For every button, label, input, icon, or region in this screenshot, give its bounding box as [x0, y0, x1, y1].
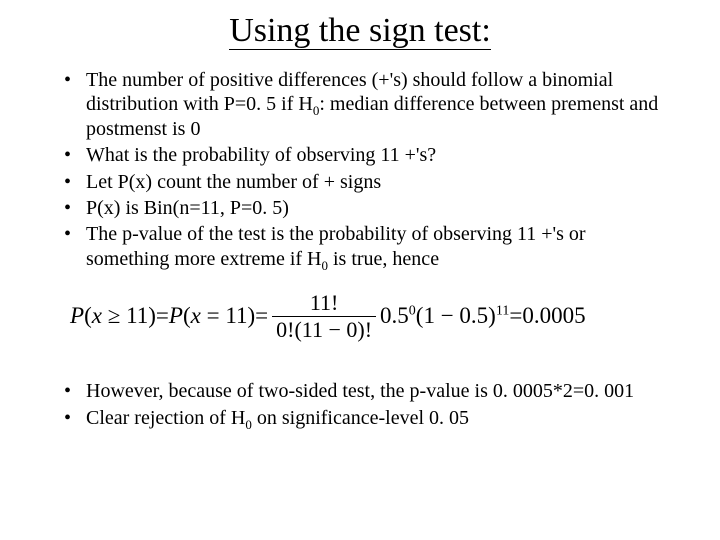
equation-block: P(x ≥ 11) = P(x = 11) = 11! 0!(11 − 0)! … [70, 285, 680, 347]
slide: Using the sign test: The number of posit… [0, 0, 720, 540]
eq-term1: 0.50 [380, 303, 416, 329]
eq-n: 11 [126, 303, 148, 328]
bullet-item: Let P(x) count the number of + signs [64, 170, 660, 194]
eq-mid: P(x = 11) [169, 303, 255, 329]
eq-paren: ( [84, 303, 92, 328]
equation-row: P(x ≥ 11) = P(x = 11) = 11! 0!(11 − 0)! … [70, 285, 680, 347]
bullet-item: However, because of two-sided test, the … [64, 379, 660, 403]
slide-title-text: Using the sign test: [229, 12, 491, 50]
bullet-text: What is the probability of observing 11 … [86, 144, 436, 166]
eq-p: P [169, 303, 183, 328]
bullet-item: Clear rejection of H0 on significance-le… [64, 406, 660, 430]
eq-term2: (1 − 0.5)11 [416, 303, 510, 329]
bullet-item: The number of positive differences (+'s)… [64, 68, 660, 141]
bullet-text: Clear rejection of H [86, 407, 245, 429]
eq-x: x [92, 303, 102, 328]
bullet-item: P(x) is Bin(n=11, P=0. 5) [64, 196, 660, 220]
spacer [40, 349, 680, 379]
eq-p: P [70, 303, 84, 328]
eq-eq: = [201, 303, 225, 328]
bullet-text: However, because of two-sided test, the … [86, 380, 634, 402]
bullet-item: The p-value of the test is the probabili… [64, 222, 660, 271]
bullet-text-tail: is true, hence [328, 248, 439, 270]
eq-n: 11 [225, 303, 247, 328]
eq-base: (1 − 0.5) [416, 303, 496, 328]
eq-lhs: P(x ≥ 11) [70, 303, 156, 329]
eq-paren: ) [247, 303, 255, 328]
eq-result: 0.0005 [522, 303, 585, 329]
bullet-text: P(x) is Bin(n=11, P=0. 5) [86, 197, 289, 219]
eq-frac-num: 11! [306, 290, 343, 315]
bullet-list-bottom: However, because of two-sided test, the … [40, 379, 680, 430]
eq-exp: 0 [409, 303, 416, 318]
bullet-list-top: The number of positive differences (+'s)… [40, 68, 680, 271]
bullet-text-tail: on significance-level 0. 05 [252, 407, 469, 429]
bullet-text: Let P(x) count the number of + signs [86, 171, 381, 193]
eq-equals: = [156, 303, 169, 329]
eq-paren: ( [183, 303, 191, 328]
eq-frac-den: 0!(11 − 0)! [272, 316, 376, 342]
eq-ge: ≥ [102, 303, 126, 328]
eq-fraction: 11! 0!(11 − 0)! [272, 290, 376, 342]
eq-exp: 11 [496, 303, 509, 318]
eq-base: 0.5 [380, 303, 409, 328]
bullet-item: What is the probability of observing 11 … [64, 143, 660, 167]
eq-equals: = [255, 303, 268, 329]
eq-equals: = [509, 303, 522, 329]
eq-paren: ) [148, 303, 156, 328]
slide-title: Using the sign test: [40, 12, 680, 50]
eq-x: x [191, 303, 201, 328]
